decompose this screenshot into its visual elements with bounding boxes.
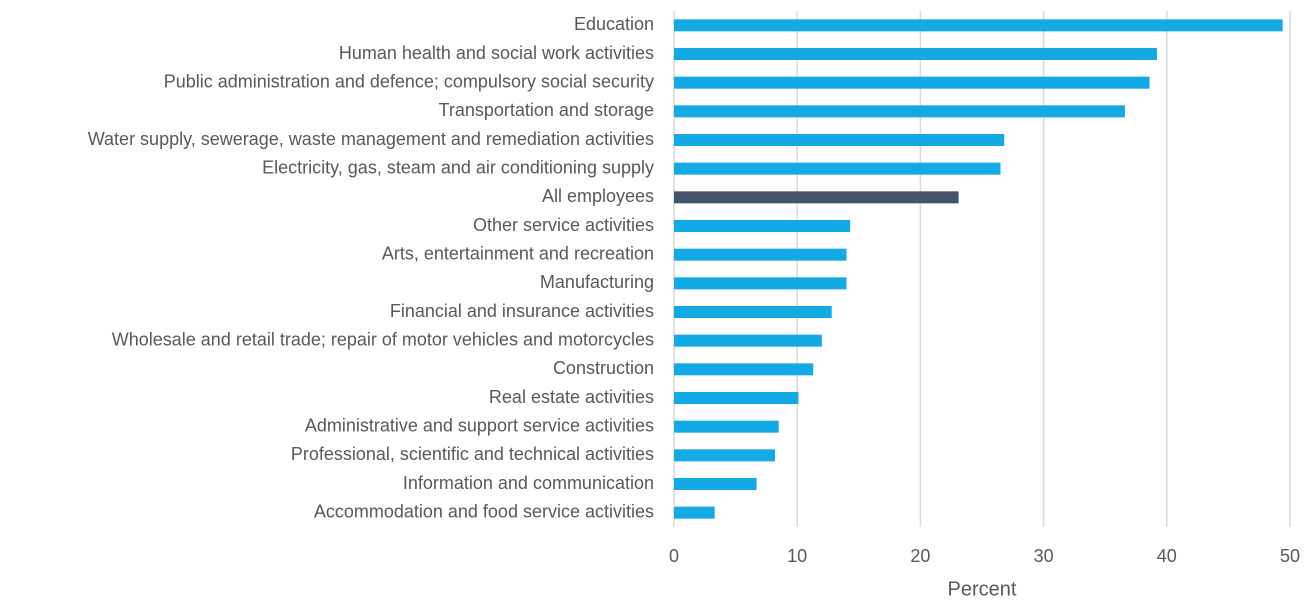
y-tick-label: Financial and insurance activities bbox=[390, 301, 654, 321]
y-tick-label: Other service activities bbox=[473, 215, 654, 235]
bar bbox=[674, 478, 757, 490]
bar bbox=[674, 162, 1001, 175]
bar bbox=[674, 363, 814, 376]
bar bbox=[674, 334, 822, 347]
y-tick-label: Information and communication bbox=[403, 473, 654, 493]
bar bbox=[674, 420, 779, 433]
y-tick-label: All employees bbox=[542, 186, 654, 206]
bar bbox=[674, 392, 799, 404]
bar bbox=[674, 277, 847, 290]
bar bbox=[674, 76, 1150, 89]
bar bbox=[674, 48, 1157, 60]
x-tick-label: 40 bbox=[1157, 546, 1177, 566]
x-tick-label: 10 bbox=[787, 546, 807, 566]
y-tick-label: Manufacturing bbox=[540, 272, 654, 292]
bar bbox=[674, 306, 832, 318]
y-tick-label: Wholesale and retail trade; repair of mo… bbox=[112, 329, 654, 349]
bar bbox=[674, 105, 1125, 118]
x-tick-label: 0 bbox=[669, 546, 679, 566]
y-tick-label: Arts, entertainment and recreation bbox=[382, 243, 654, 263]
y-tick-label: Human health and social work activities bbox=[339, 43, 654, 63]
bar bbox=[674, 220, 851, 232]
x-tick-label: 50 bbox=[1280, 546, 1300, 566]
y-tick-label: Water supply, sewerage, waste management… bbox=[88, 129, 654, 149]
x-tick-label: 20 bbox=[910, 546, 930, 566]
y-tick-label: Administrative and support service activ… bbox=[305, 415, 654, 435]
y-tick-label: Electricity, gas, steam and air conditio… bbox=[262, 157, 654, 177]
y-tick-label: Transportation and storage bbox=[439, 100, 654, 120]
x-axis-title: Percent bbox=[948, 578, 1017, 600]
bar bbox=[674, 191, 959, 204]
y-tick-label: Public administration and defence; compu… bbox=[164, 71, 654, 91]
bar bbox=[674, 19, 1283, 32]
y-tick-label: Accommodation and food service activitie… bbox=[314, 501, 654, 521]
y-tick-label: Education bbox=[574, 14, 654, 34]
y-tick-label: Construction bbox=[553, 358, 654, 378]
bar bbox=[674, 134, 1005, 146]
x-tick-label: 30 bbox=[1034, 546, 1054, 566]
y-tick-label: Real estate activities bbox=[489, 387, 654, 407]
bar bbox=[674, 506, 715, 519]
y-tick-label: Professional, scientific and technical a… bbox=[291, 444, 654, 464]
bar bbox=[674, 248, 847, 261]
bar bbox=[674, 449, 776, 462]
